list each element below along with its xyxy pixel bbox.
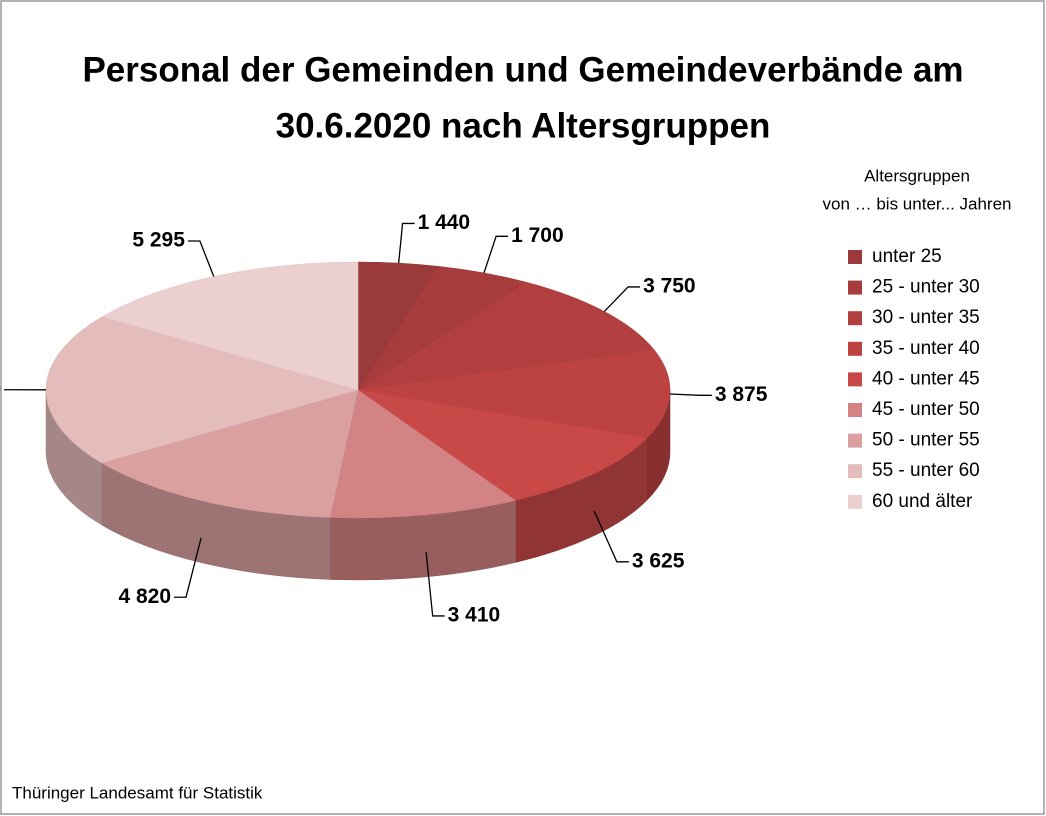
leader-line [187,240,215,277]
legend-title: Altersgruppen [864,166,970,185]
data-label: 1 440 [418,211,471,234]
data-label: 1 700 [511,224,564,247]
legend-swatch [848,464,862,479]
legend-label: unter 25 [872,246,942,267]
data-label: 3 410 [448,603,501,626]
source: Thüringer Landesamt für Statistik [12,783,263,802]
legend-swatch [848,250,862,264]
legend-swatch [848,494,862,509]
leader-line [669,393,712,396]
leader-line [603,286,641,312]
slice [45,316,359,464]
data-label: 4 820 [118,585,171,608]
legend-swatch [848,372,862,387]
chart-title: Personal der Gemeinden und Gemeindeverbä… [82,50,963,89]
leader-line [593,510,629,563]
legend-swatch [848,280,862,295]
legend-label: 35 - unter 40 [872,338,980,359]
chart-title: 30.6.2020 nach Altersgruppen [276,106,771,145]
slice [357,349,671,439]
slice [357,389,648,501]
legend-label: 25 - unter 30 [872,277,980,298]
legend-label: 60 und älter [872,491,973,512]
leader-line [483,235,509,274]
leader-line [425,552,445,617]
legend-swatch [848,311,862,326]
slice [329,389,517,519]
data-label: 3 875 [715,383,768,406]
legend-label: 45 - unter 50 [872,399,980,420]
slice [101,389,359,518]
legend-title: von … bis unter... Jahren [823,194,1012,213]
leader-line [398,222,415,264]
data-label: 3 750 [643,274,696,297]
data-label: 3 625 [632,549,685,572]
legend-label: 30 - unter 35 [872,307,980,328]
legend-swatch [848,403,862,417]
legend-label: 55 - unter 60 [872,460,980,481]
legend-swatch [848,341,862,356]
legend-label: 50 - unter 55 [872,430,980,451]
legend-swatch [848,433,862,448]
slice [101,261,359,391]
legend-label: 40 - unter 45 [872,368,980,389]
data-label: 6 700 [0,377,1,400]
slice [357,281,655,391]
data-label: 5 295 [132,229,185,252]
leader-line [174,537,202,598]
